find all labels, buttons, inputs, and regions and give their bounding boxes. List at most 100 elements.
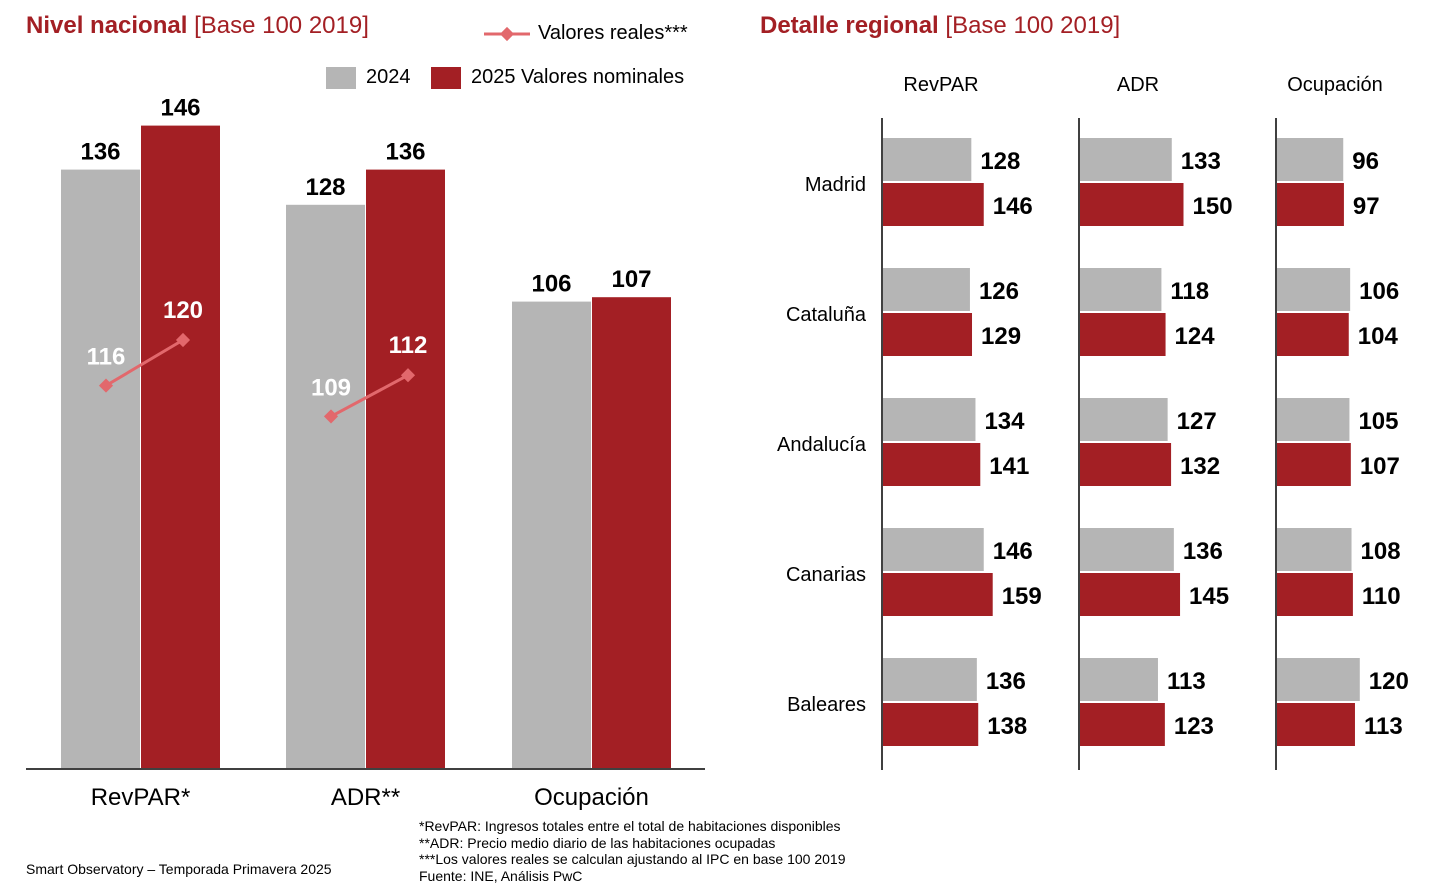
real-point-2024-revpar — [98, 378, 114, 393]
bar-ocupacion-2024-baleares — [1277, 658, 1360, 701]
data-label-revpar-2025-cataluna: 129 — [981, 323, 1021, 350]
bar-adr-2024-baleares — [1080, 658, 1158, 701]
bar-revpar-2025-cataluna — [883, 313, 973, 356]
bar-national-2024-adr — [286, 204, 365, 769]
data-label-adr-2024-baleares: 113 — [1167, 668, 1206, 695]
region-label-madrid: Madrid — [805, 174, 866, 196]
source-label: Smart Observatory – Temporada Primavera … — [26, 861, 332, 877]
legend-2024-label: 2024 — [366, 66, 411, 88]
region-label-canarias: Canarias — [786, 564, 866, 586]
data-label-ocupacion-2024-cataluna: 106 — [1359, 278, 1399, 305]
footnotes: *RevPAR: Ingresos totales entre el total… — [419, 818, 846, 884]
bar-ocupacion-2024-cataluna — [1277, 268, 1351, 311]
data-label-ocupacion-2024-canarias: 108 — [1361, 538, 1401, 565]
legend-line-icon — [484, 26, 530, 41]
regional-title-text: Detalle regional — [760, 12, 939, 39]
region-label-andalucia: Andalucía — [777, 434, 867, 456]
data-label-adr-2025-canarias: 145 — [1189, 583, 1229, 610]
data-label-ocupacion-2025-madrid: 97 — [1353, 193, 1380, 220]
bar-revpar-2024-cataluna — [883, 268, 970, 311]
bar-revpar-2024-madrid — [883, 138, 972, 181]
real-line-revpar — [105, 338, 184, 387]
data-label-ocupacion-2024-baleares: 120 — [1369, 668, 1409, 695]
data-label-national-2024-ocupacion: 106 — [531, 271, 571, 298]
data-label-revpar-2025-canarias: 159 — [1002, 583, 1042, 610]
region-label-baleares: Baleares — [787, 694, 866, 716]
bar-adr-2025-baleares — [1080, 703, 1165, 746]
bar-revpar-2025-madrid — [883, 183, 984, 226]
bar-ocupacion-2025-andalucia — [1277, 443, 1351, 486]
data-label-revpar-2024-cataluna: 126 — [979, 278, 1019, 305]
real-label-2025-adr: 112 — [389, 332, 428, 359]
bar-ocupacion-2025-baleares — [1277, 703, 1355, 746]
real-label-2025-revpar: 120 — [163, 297, 203, 324]
bar-adr-2024-cataluna — [1080, 268, 1162, 311]
data-label-revpar-2024-baleares: 136 — [986, 668, 1026, 695]
x-tick-label-ocupacion: Ocupación — [534, 784, 649, 811]
bar-national-2025-ocupacion — [592, 297, 671, 768]
legend-2024-swatch — [326, 66, 356, 89]
data-label-adr-2024-andalucia: 127 — [1177, 408, 1217, 435]
data-label-revpar-2024-andalucia: 134 — [984, 408, 1025, 435]
data-label-revpar-2025-baleares: 138 — [987, 713, 1027, 740]
data-label-adr-2024-canarias: 136 — [1183, 538, 1223, 565]
bar-national-2025-revpar — [141, 125, 220, 769]
x-tick-label-adr: ADR** — [331, 784, 400, 811]
legend-2024: 2024 — [326, 66, 411, 89]
real-point-2025-adr — [400, 368, 416, 383]
data-label-adr-2025-madrid: 150 — [1193, 193, 1233, 220]
data-label-ocupacion-2024-andalucia: 105 — [1358, 408, 1398, 435]
bar-adr-2025-andalucia — [1080, 443, 1172, 486]
regional-title: Detalle regional [Base 100 2019] — [760, 12, 1120, 40]
data-label-adr-2024-madrid: 133 — [1181, 148, 1221, 175]
panel-header-revpar: RevPAR — [903, 74, 978, 96]
legend-2025: 2025 Valores nominales — [431, 66, 684, 89]
bar-adr-2024-canarias — [1080, 528, 1174, 571]
national-title-text: Nivel nacional — [26, 12, 188, 39]
data-label-national-2025-revpar: 146 — [160, 95, 200, 122]
data-label-adr-2025-andalucia: 132 — [1180, 453, 1220, 480]
bar-adr-2024-madrid — [1080, 138, 1172, 181]
bar-revpar-2024-andalucia — [883, 398, 976, 441]
data-label-ocupacion-2025-cataluna: 104 — [1358, 323, 1399, 350]
x-tick-label-revpar: RevPAR* — [91, 784, 191, 811]
legend-real-values-label: Valores reales*** — [538, 22, 688, 44]
data-label-national-2024-adr: 128 — [305, 174, 345, 201]
real-label-2024-adr: 109 — [311, 374, 351, 401]
legend-real-values: Valores reales*** — [484, 22, 688, 45]
data-label-national-2025-ocupacion: 107 — [611, 266, 651, 293]
bar-national-2024-ocupacion — [512, 301, 591, 768]
data-label-revpar-2024-canarias: 146 — [993, 538, 1033, 565]
data-label-national-2024-revpar: 136 — [80, 139, 120, 166]
panel-header-ocupacion: Ocupación — [1287, 74, 1383, 96]
bar-revpar-2025-andalucia — [883, 443, 981, 486]
panel-header-adr: ADR — [1117, 74, 1159, 96]
bar-adr-2024-andalucia — [1080, 398, 1168, 441]
footnote-real-values: ***Los valores reales se calculan ajusta… — [419, 851, 846, 867]
data-label-adr-2025-baleares: 123 — [1174, 713, 1214, 740]
footnote-source: Fuente: INE, Análisis PwC — [419, 867, 583, 884]
data-label-ocupacion-2025-baleares: 113 — [1364, 713, 1403, 740]
footnote-revpar: *RevPAR: Ingresos totales entre el total… — [419, 818, 841, 834]
bar-national-2025-adr — [366, 169, 445, 769]
bar-ocupacion-2024-andalucia — [1277, 398, 1350, 441]
bar-revpar-2025-canarias — [883, 573, 993, 616]
national-title: Nivel nacional [Base 100 2019] — [26, 12, 369, 40]
data-label-adr-2024-cataluna: 118 — [1170, 278, 1209, 305]
real-point-2025-revpar — [175, 332, 191, 348]
real-line-adr — [330, 373, 409, 418]
bar-national-2024-revpar — [61, 169, 140, 769]
data-label-revpar-2025-andalucia: 141 — [989, 453, 1029, 480]
legend-2025-label: 2025 Valores nominales — [471, 66, 685, 88]
regional-title-base: [Base 100 2019] — [945, 12, 1121, 39]
data-label-adr-2025-cataluna: 124 — [1175, 323, 1216, 350]
real-label-2024-revpar: 116 — [87, 344, 126, 371]
bar-adr-2025-cataluna — [1080, 313, 1166, 356]
bar-revpar-2024-canarias — [883, 528, 984, 571]
bar-revpar-2024-baleares — [883, 658, 977, 701]
data-label-ocupacion-2025-andalucia: 107 — [1360, 453, 1400, 480]
bar-adr-2025-canarias — [1080, 573, 1181, 616]
bar-ocupacion-2025-canarias — [1277, 573, 1353, 616]
bar-ocupacion-2025-madrid — [1277, 183, 1344, 226]
